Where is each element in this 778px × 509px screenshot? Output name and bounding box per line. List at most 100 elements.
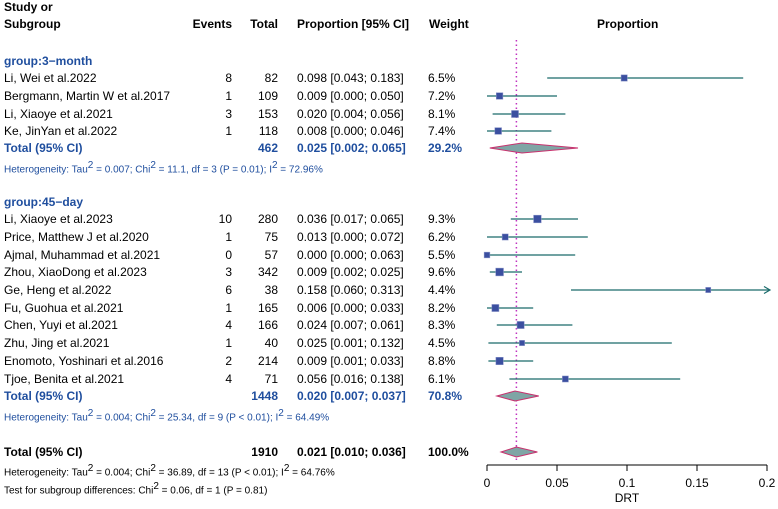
- study-box: [516, 321, 525, 329]
- study-weight: 7.2%: [428, 89, 456, 103]
- study-weight: 8.1%: [428, 107, 456, 121]
- study-events: 8: [225, 71, 232, 85]
- subgroup-diamond: [489, 142, 579, 154]
- study-name: Bergmann, Martin W et al.2017: [4, 89, 171, 103]
- study-total: 82: [264, 71, 278, 85]
- study-box: [705, 287, 712, 293]
- overall-diamond: [499, 446, 538, 458]
- study-box: [501, 233, 509, 241]
- study-total: 166: [257, 318, 278, 332]
- study-box: [494, 127, 502, 135]
- header-study-line1: Study or: [4, 0, 53, 14]
- x-axis-label: DRT: [615, 491, 640, 505]
- group-title-45-day: group:45−day: [4, 195, 84, 209]
- study-events: 0: [225, 248, 232, 262]
- study-name: Li, Xiaoye et al.2023: [4, 212, 113, 226]
- study-total: 38: [264, 283, 278, 297]
- study-ci: 0.158 [0.060; 0.313]: [297, 283, 404, 297]
- overall-total-ci: 0.021 [0.010; 0.036]: [297, 445, 406, 459]
- study-weight: 9.6%: [428, 265, 456, 279]
- study-events: 10: [218, 212, 232, 226]
- study-box: [562, 375, 569, 383]
- heterogeneity-45-day: Heterogeneity: Tau2 = 0.004; Chi2 = 25.3…: [4, 408, 330, 424]
- study-total: 71: [264, 372, 278, 386]
- subgroup-total-ci: 0.020 [0.007; 0.037]: [297, 389, 406, 403]
- study-name: Ke, JinYan et al.2022: [4, 124, 118, 138]
- x-tick-label: 0.1: [619, 476, 636, 490]
- study-ci: 0.000 [0.000; 0.063]: [297, 248, 404, 262]
- study-name: Chen, Yuyi et al.2021: [4, 318, 118, 332]
- study-events: 1: [225, 89, 232, 103]
- study-ci: 0.009 [0.001; 0.033]: [297, 354, 404, 368]
- group-title-3-month: group:3−month: [4, 54, 93, 68]
- study-name: Ge, Heng et al.2022: [4, 283, 112, 297]
- study-weight: 4.5%: [428, 336, 456, 350]
- header-events: Events: [192, 17, 232, 31]
- study-weight: 9.3%: [428, 212, 456, 226]
- subgroup-total-weight: 70.8%: [428, 389, 463, 403]
- overall-total-weight: 100.0%: [428, 445, 469, 459]
- study-weight: 4.4%: [428, 283, 456, 297]
- study-total: 165: [257, 301, 278, 315]
- study-ci: 0.008 [0.000; 0.046]: [297, 124, 404, 138]
- study-weight: 6.2%: [428, 230, 456, 244]
- study-weight: 6.1%: [428, 372, 456, 386]
- study-events: 6: [225, 283, 232, 297]
- study-ci: 0.020 [0.004; 0.056]: [297, 107, 404, 121]
- study-total: 342: [257, 265, 278, 279]
- study-events: 4: [225, 318, 232, 332]
- study-name: Li, Xiaoye et al.2021: [4, 107, 113, 121]
- study-name: Ajmal, Muhammad et al.2021: [4, 248, 161, 262]
- study-total: 214: [257, 354, 278, 368]
- study-ci: 0.036 [0.017; 0.065]: [297, 212, 404, 226]
- subgroup-total-weight: 29.2%: [428, 141, 463, 155]
- header-proportion: Proportion: [597, 17, 659, 31]
- study-weight: 8.3%: [428, 318, 456, 332]
- study-ci: 0.024 [0.007; 0.061]: [297, 318, 404, 332]
- study-name: Zhu, Jing et al.2021: [4, 336, 110, 350]
- subgroup-total-n: 462: [257, 141, 278, 155]
- study-box: [496, 92, 504, 100]
- subgroup-total-label: Total (95% CI): [4, 141, 83, 155]
- study-weight: 5.5%: [428, 248, 456, 262]
- header-proportion-ci: Proportion [95% CI]: [297, 17, 410, 31]
- study-events: 1: [225, 230, 232, 244]
- study-box: [620, 74, 628, 82]
- study-box: [533, 214, 542, 224]
- header-subgroup: Subgroup: [4, 17, 61, 31]
- study-name: Tjoe, Benita et al.2021: [4, 372, 125, 386]
- heterogeneity-overall: Heterogeneity: Tau2 = 0.004; Chi2 = 36.8…: [4, 463, 335, 479]
- study-events: 2: [225, 354, 232, 368]
- overall-total-n: 1910: [251, 445, 278, 459]
- header-weight: Weight: [429, 17, 469, 31]
- study-total: 153: [257, 107, 278, 121]
- study-weight: 8.2%: [428, 301, 456, 315]
- x-tick-label: 0: [484, 476, 491, 490]
- study-name: Fu, Guohua et al.2021: [4, 301, 124, 315]
- study-ci: 0.056 [0.016; 0.138]: [297, 372, 404, 386]
- study-ci: 0.009 [0.000; 0.050]: [297, 89, 404, 103]
- x-tick-label: 0.05: [545, 476, 569, 490]
- study-box: [519, 340, 525, 346]
- study-total: 280: [257, 212, 278, 226]
- study-name: Zhou, XiaoDong et al.2023: [4, 265, 147, 279]
- subgroup-total-ci: 0.025 [0.002; 0.065]: [297, 141, 406, 155]
- study-box: [495, 357, 504, 365]
- header-total: Total: [250, 17, 278, 31]
- study-name: Price, Matthew J et al.2020: [4, 230, 149, 244]
- overall-total-label: Total (95% CI): [4, 445, 83, 459]
- study-total: 109: [257, 89, 278, 103]
- study-ci: 0.098 [0.043; 0.183]: [297, 71, 404, 85]
- subgroup-differences-test: Test for subgroup differences: Chi2 = 0.…: [4, 481, 268, 497]
- study-weight: 6.5%: [428, 71, 456, 85]
- study-events: 1: [225, 301, 232, 315]
- x-tick-label: 0.2: [759, 476, 776, 490]
- study-name: Li, Wei et al.2022: [4, 71, 97, 85]
- study-events: 1: [225, 124, 232, 138]
- study-events: 3: [225, 265, 232, 279]
- study-total: 118: [258, 124, 278, 138]
- study-box: [491, 304, 500, 312]
- study-box: [511, 110, 519, 118]
- study-events: 1: [225, 336, 232, 350]
